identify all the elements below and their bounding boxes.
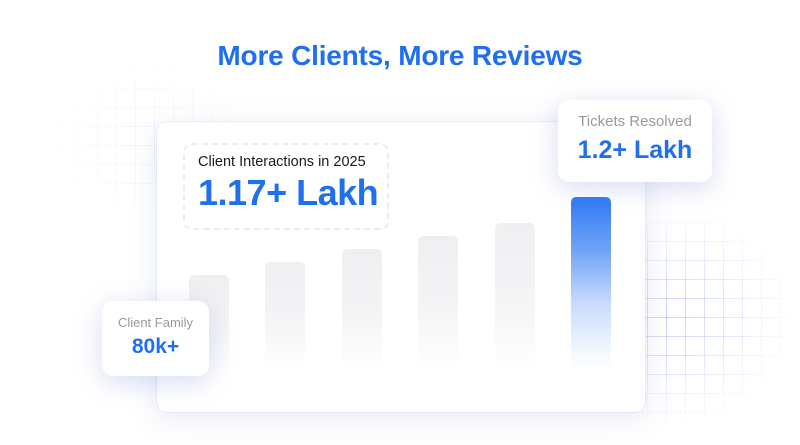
metric-value: 1.17+ Lakh: [198, 172, 379, 213]
client-interactions-metric: Client Interactions in 2025 1.17+ Lakh: [183, 143, 389, 230]
client-family-label: Client Family: [117, 315, 194, 330]
decorative-grid-right: [628, 222, 800, 432]
tickets-value: 1.2+ Lakh: [577, 136, 693, 164]
page-title: More Clients, More Reviews: [217, 40, 583, 71]
chart-bar: [495, 223, 535, 372]
chart-bar: [571, 197, 611, 372]
tickets-resolved-card: Tickets Resolved 1.2+ Lakh: [558, 100, 712, 182]
metric-label: Client Interactions in 2025: [198, 154, 366, 170]
chart-bar: [418, 236, 458, 372]
chart-bar: [265, 262, 305, 372]
client-family-value: 80k+: [131, 335, 180, 358]
client-family-card: Client Family 80k+: [102, 301, 209, 376]
chart-bar: [342, 249, 382, 372]
tickets-label: Tickets Resolved: [578, 113, 692, 130]
